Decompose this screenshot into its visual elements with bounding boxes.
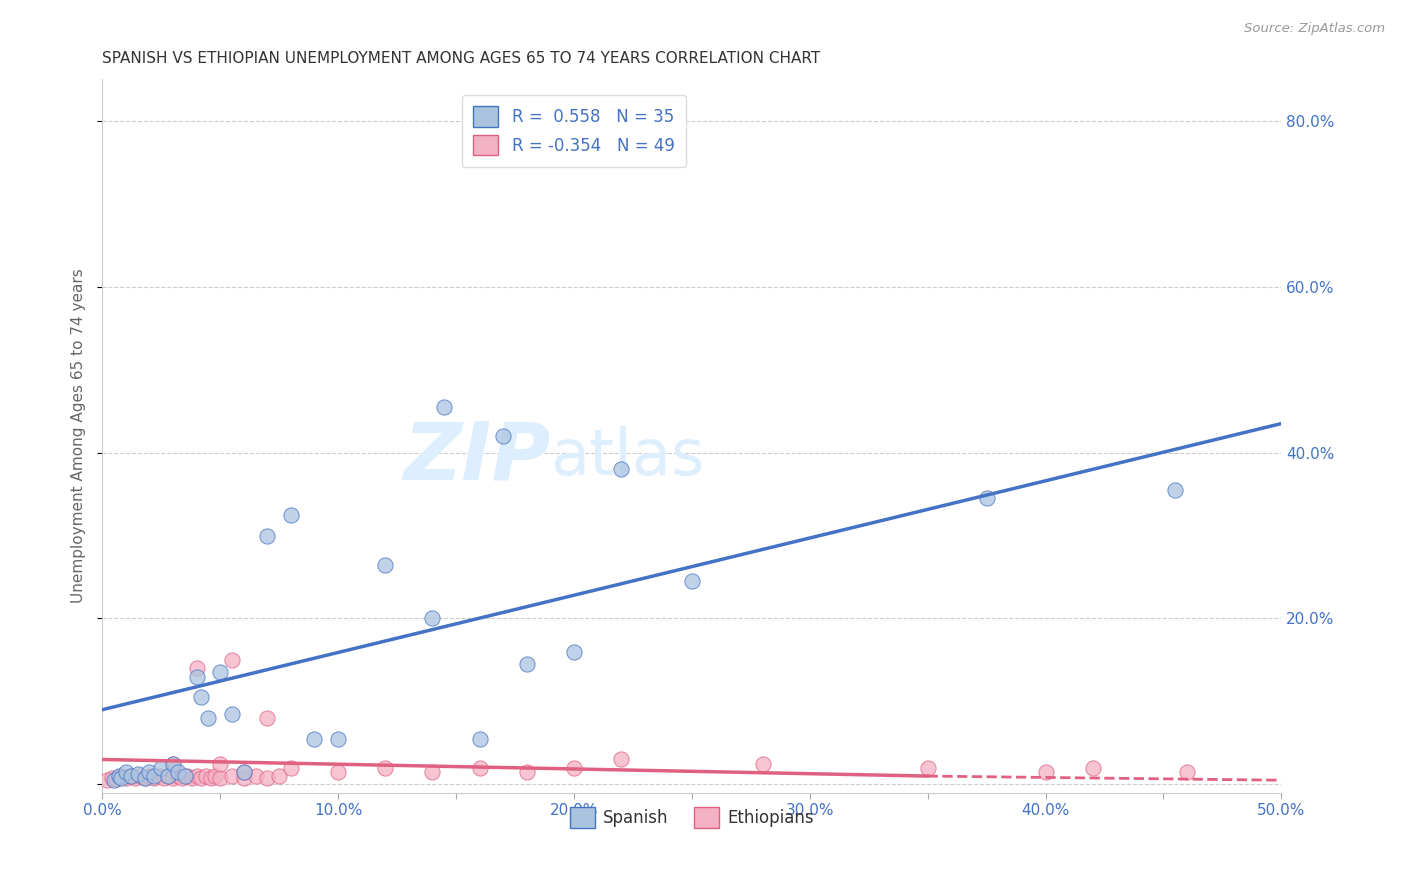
Point xyxy=(190,690,212,705)
Point xyxy=(468,731,491,746)
Point xyxy=(134,771,156,785)
Point xyxy=(492,429,515,443)
Point xyxy=(917,761,939,775)
Point xyxy=(96,773,118,788)
Point xyxy=(107,769,129,783)
Point xyxy=(143,769,166,783)
Point xyxy=(751,756,773,771)
Point xyxy=(200,771,222,785)
Point xyxy=(374,558,396,572)
Point xyxy=(186,661,208,675)
Point xyxy=(221,706,243,721)
Point xyxy=(186,669,208,683)
Point xyxy=(195,769,218,783)
Point xyxy=(681,574,703,589)
Point xyxy=(1035,764,1057,779)
Point xyxy=(120,769,142,783)
Point xyxy=(516,764,538,779)
Point xyxy=(209,665,232,680)
Point xyxy=(100,771,122,785)
Point xyxy=(374,761,396,775)
Point xyxy=(256,528,278,542)
Point xyxy=(468,761,491,775)
Point xyxy=(138,764,160,779)
Point xyxy=(166,769,188,783)
Point xyxy=(204,769,226,783)
Y-axis label: Unemployment Among Ages 65 to 74 years: Unemployment Among Ages 65 to 74 years xyxy=(72,268,86,603)
Point xyxy=(162,756,184,771)
Point xyxy=(143,771,166,785)
Point xyxy=(1175,764,1198,779)
Point xyxy=(114,764,136,779)
Text: SPANISH VS ETHIOPIAN UNEMPLOYMENT AMONG AGES 65 TO 74 YEARS CORRELATION CHART: SPANISH VS ETHIOPIAN UNEMPLOYMENT AMONG … xyxy=(103,51,821,66)
Point xyxy=(150,761,173,775)
Point xyxy=(1164,483,1187,497)
Point xyxy=(976,491,998,506)
Point xyxy=(129,769,152,783)
Point xyxy=(186,769,208,783)
Point xyxy=(157,769,180,783)
Point xyxy=(221,769,243,783)
Point xyxy=(562,645,585,659)
Point xyxy=(120,769,142,783)
Point xyxy=(110,769,132,783)
Point xyxy=(197,711,219,725)
Point xyxy=(114,771,136,785)
Point xyxy=(610,462,633,476)
Point xyxy=(433,400,456,414)
Point xyxy=(267,769,290,783)
Point xyxy=(422,611,444,625)
Point xyxy=(232,771,254,785)
Point xyxy=(245,769,267,783)
Legend: Spanish, Ethiopians: Spanish, Ethiopians xyxy=(564,801,820,834)
Point xyxy=(1081,761,1104,775)
Point xyxy=(162,771,184,785)
Point xyxy=(256,711,278,725)
Point xyxy=(134,771,156,785)
Point xyxy=(162,756,184,771)
Point xyxy=(124,771,146,785)
Point xyxy=(221,653,243,667)
Point xyxy=(280,508,302,522)
Point xyxy=(190,771,212,785)
Point xyxy=(232,764,254,779)
Point xyxy=(326,731,349,746)
Point xyxy=(166,764,188,779)
Point xyxy=(148,769,170,783)
Point xyxy=(326,764,349,779)
Point xyxy=(110,771,132,785)
Point xyxy=(209,756,232,771)
Point xyxy=(180,771,202,785)
Text: Source: ZipAtlas.com: Source: ZipAtlas.com xyxy=(1244,22,1385,36)
Point xyxy=(103,773,125,788)
Point xyxy=(152,771,174,785)
Point xyxy=(173,769,195,783)
Point xyxy=(176,769,198,783)
Point xyxy=(280,761,302,775)
Point xyxy=(209,771,232,785)
Point xyxy=(304,731,326,746)
Text: atlas: atlas xyxy=(550,426,704,489)
Text: ZIP: ZIP xyxy=(404,418,550,497)
Point xyxy=(172,771,194,785)
Point xyxy=(157,769,180,783)
Point xyxy=(138,769,160,783)
Point xyxy=(232,764,254,779)
Point xyxy=(562,761,585,775)
Point xyxy=(256,771,278,785)
Point xyxy=(127,767,149,781)
Point xyxy=(610,752,633,766)
Point xyxy=(105,772,128,787)
Point xyxy=(516,657,538,671)
Point xyxy=(422,764,444,779)
